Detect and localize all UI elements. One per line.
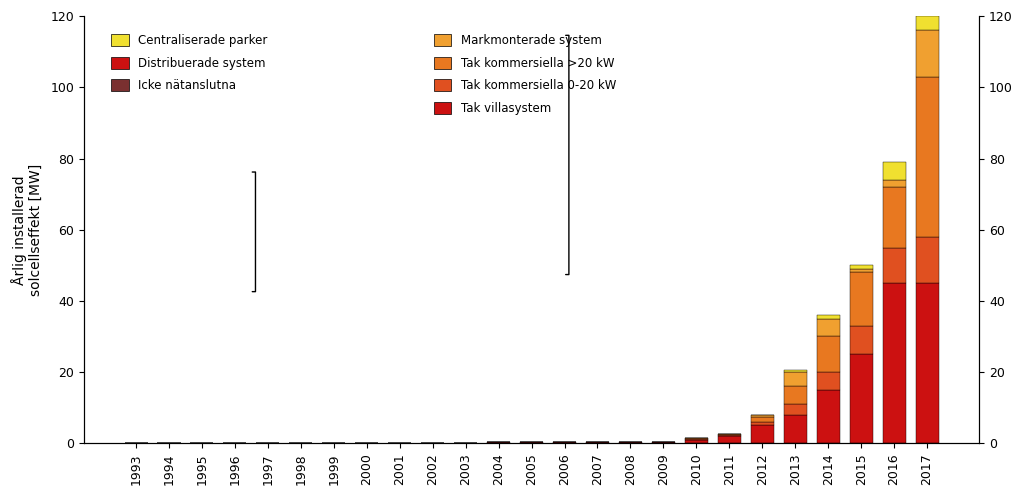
Bar: [915, 237, 939, 283]
Bar: [915, 76, 939, 237]
Bar: [883, 180, 905, 187]
Bar: [718, 434, 740, 435]
Bar: [915, 16, 939, 30]
Bar: [783, 372, 807, 386]
Legend: Markmonterade system, Tak kommersiella >20 kW, Tak kommersiella 0-20 kW, Tak vil: Markmonterade system, Tak kommersiella >…: [430, 31, 620, 118]
Bar: [817, 336, 840, 372]
Bar: [751, 426, 774, 443]
Bar: [817, 319, 840, 336]
Bar: [553, 441, 577, 443]
Bar: [751, 422, 774, 426]
Bar: [883, 248, 905, 283]
Bar: [685, 438, 708, 440]
Bar: [817, 390, 840, 443]
Y-axis label: Årlig installerad
solcellseffekt [MW]: Årlig installerad solcellseffekt [MW]: [11, 164, 43, 296]
Bar: [850, 354, 872, 443]
Bar: [883, 187, 905, 248]
Bar: [850, 265, 872, 269]
Bar: [520, 441, 543, 443]
Bar: [652, 441, 675, 443]
Bar: [817, 372, 840, 390]
Bar: [915, 283, 939, 443]
Bar: [783, 386, 807, 404]
Bar: [718, 435, 740, 436]
Bar: [883, 162, 905, 180]
Bar: [850, 272, 872, 326]
Bar: [586, 442, 609, 443]
Bar: [850, 269, 872, 272]
Bar: [883, 283, 905, 443]
Bar: [487, 442, 510, 443]
Bar: [783, 371, 807, 372]
Bar: [618, 441, 642, 443]
Bar: [783, 404, 807, 415]
Bar: [718, 436, 740, 443]
Bar: [817, 315, 840, 319]
Bar: [783, 415, 807, 443]
Bar: [685, 440, 708, 443]
Bar: [751, 415, 774, 417]
Bar: [915, 30, 939, 76]
Bar: [850, 326, 872, 354]
Bar: [751, 417, 774, 422]
